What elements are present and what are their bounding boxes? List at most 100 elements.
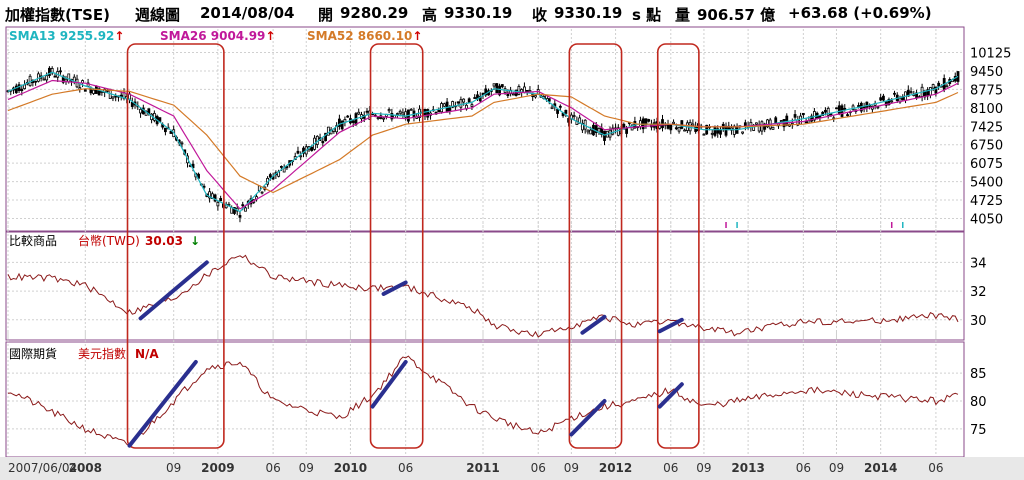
x-tick-label: 2011 [466,461,499,475]
candle-body [492,83,496,87]
sma-line-SMA26 [7,79,959,210]
panel-twd-title: 比較商品 [9,233,57,248]
candle-body [42,78,46,81]
arrow-down-icon: ↓ [190,234,200,248]
candle-body [909,91,913,94]
candle-body [799,115,802,125]
candle-body [404,111,408,118]
candle-body [14,85,18,94]
candle-body [851,105,855,110]
candle-body [357,111,361,115]
candle-body [299,155,303,158]
x-tick-label: 06 [928,461,943,475]
y-tick-label: 80 [970,395,987,410]
candle-body [208,191,211,199]
candle-body [470,104,474,107]
candle-body [23,84,26,90]
candle-body [467,98,471,103]
candle-body [724,125,728,136]
y-tick-label: 4050 [970,212,1003,227]
candle-body [478,96,482,102]
candle-body [771,126,775,130]
candle-body [564,109,568,114]
candle-body [937,82,941,87]
candle-body [45,75,49,81]
annotation-layer [126,43,700,449]
candle-body [713,127,717,136]
x-tick-label: 09 [829,461,844,475]
sma26-legend: SMA26 9004.99↑ [160,29,275,43]
highlight-box [369,43,424,449]
open-value: 9280.29 [340,4,409,22]
high-value: 9330.19 [444,4,513,22]
candle-body [702,133,706,136]
sma52-legend: SMA52 8660.10↑ [307,29,422,43]
candle-body [876,106,880,109]
candle-body [61,75,65,83]
candle-body [340,120,344,130]
trend-stroke [657,382,684,409]
y-tick-label: 10125 [970,47,1011,62]
candle-body [268,174,272,178]
candle-body [691,123,695,126]
candle-body [719,129,722,135]
candle-body [688,121,692,132]
candle-body [801,112,805,116]
candle-body [603,130,606,141]
candle-body [893,92,896,95]
comparison-line [7,254,959,338]
x-tick-label: 06 [796,461,811,475]
candle-body [945,85,949,88]
candle-body [716,128,720,134]
candle-body [810,115,814,122]
candle-body [534,95,537,98]
sma-line-SMA52 [7,88,959,194]
candle-body [741,131,744,134]
trend-stroke [381,280,408,296]
sma13-legend: SMA13 9255.92↑ [9,29,124,43]
x-tick-label: 06 [398,461,413,475]
candle-body [558,105,562,108]
comparison-line [7,355,959,447]
candle-body [804,121,808,124]
y-tick-label: 6075 [970,157,1003,172]
candle-body [437,109,441,113]
volume-label: 量 [675,6,691,24]
candle-body [511,93,515,96]
candle-body [48,67,51,76]
x-tick-label: 06 [663,461,678,475]
candle-body [382,117,385,120]
candle-body [865,101,869,108]
candle-body [498,85,501,96]
open-label: 開 [318,6,334,24]
candle-body [59,70,62,73]
candle-body [67,73,71,83]
candle-body [785,115,789,126]
candle-body [164,127,167,133]
candle-body [114,95,118,98]
dxy-legend: 國際期貨 美元指數 N/A [9,346,159,361]
candle-body [495,83,499,94]
candle-body [882,95,885,101]
dxy-value: N/A [135,347,159,361]
candle-body [97,88,101,96]
twd-series-name: 台幣(TWD) [78,233,140,248]
sma-line-SMA13 [7,71,959,213]
trend-stroke [127,359,198,448]
candle-body [202,185,206,188]
candle-body [826,107,830,116]
twd-legend: 比較商品 台幣(TWD) 30.03 ↓ [9,233,200,248]
candle-body [285,166,289,169]
candle-body [227,203,231,206]
panel-dxy-title: 國際期貨 [9,346,57,361]
x-axis-strip [0,457,1024,480]
candle-body [550,106,554,109]
candle-body [484,88,488,96]
x-tick-label: 2008 [69,461,102,475]
candle-body [387,109,391,112]
x-tick-label: 09 [564,461,579,475]
candle-body [302,147,305,154]
candle-body [409,108,413,111]
